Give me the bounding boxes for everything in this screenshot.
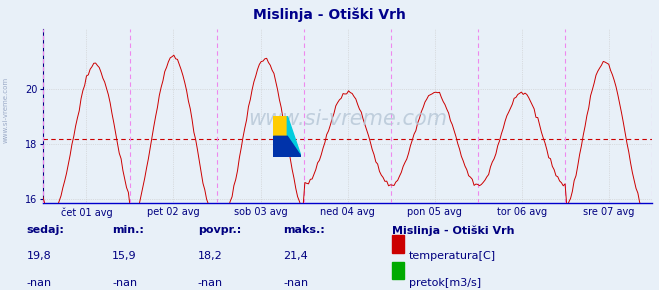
Text: min.:: min.: bbox=[112, 225, 144, 235]
Text: 18,2: 18,2 bbox=[198, 251, 223, 261]
Text: temperatura[C]: temperatura[C] bbox=[409, 251, 496, 261]
Text: pretok[m3/s]: pretok[m3/s] bbox=[409, 278, 480, 288]
Text: Mislinja - Otiški Vrh: Mislinja - Otiški Vrh bbox=[253, 7, 406, 22]
Polygon shape bbox=[273, 116, 287, 136]
Text: 15,9: 15,9 bbox=[112, 251, 136, 261]
Text: sedaj:: sedaj: bbox=[26, 225, 64, 235]
Text: 19,8: 19,8 bbox=[26, 251, 51, 261]
Text: 21,4: 21,4 bbox=[283, 251, 308, 261]
Polygon shape bbox=[273, 136, 301, 157]
Polygon shape bbox=[287, 116, 301, 157]
Text: -nan: -nan bbox=[283, 278, 308, 288]
Text: -nan: -nan bbox=[198, 278, 223, 288]
Text: -nan: -nan bbox=[26, 278, 51, 288]
Text: www.si-vreme.com: www.si-vreme.com bbox=[248, 110, 447, 129]
Text: Mislinja - Otiški Vrh: Mislinja - Otiški Vrh bbox=[392, 225, 515, 235]
Text: povpr.:: povpr.: bbox=[198, 225, 241, 235]
Bar bbox=[392, 235, 404, 253]
Text: -nan: -nan bbox=[112, 278, 137, 288]
Text: www.si-vreme.com: www.si-vreme.com bbox=[2, 77, 9, 143]
Bar bbox=[392, 262, 404, 280]
Text: maks.:: maks.: bbox=[283, 225, 325, 235]
